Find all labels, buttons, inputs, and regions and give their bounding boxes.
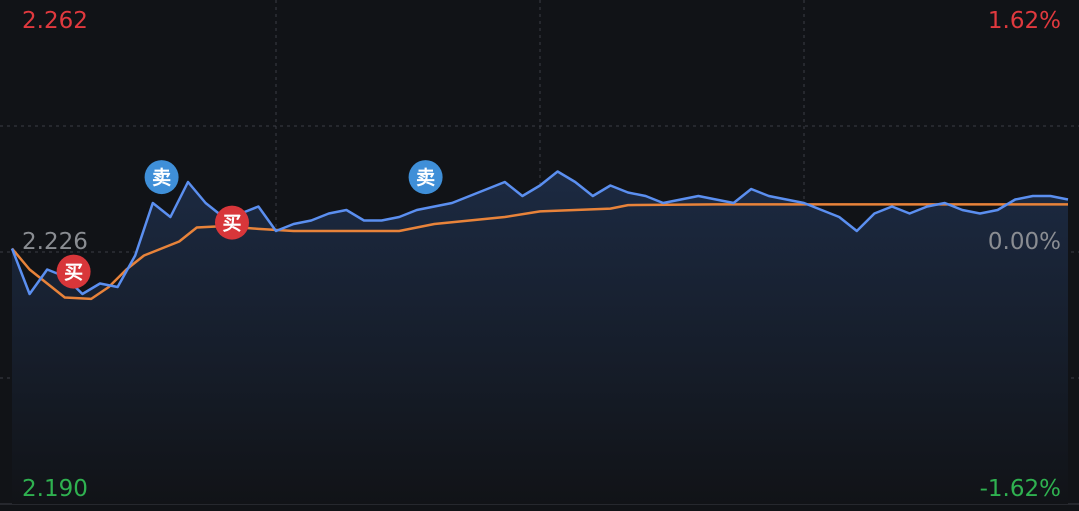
buy-marker-circle bbox=[215, 205, 249, 240]
sell-marker: 卖 bbox=[408, 160, 443, 195]
average-price-line bbox=[11, 203, 1068, 301]
pct-max-label: 1.62% bbox=[987, 8, 1061, 34]
pct-min-label: -1.62% bbox=[979, 476, 1061, 502]
buy-marker-label: 买 bbox=[222, 213, 241, 235]
pct-mid-label: 0.00% bbox=[987, 229, 1061, 255]
buy-marker: 买 bbox=[215, 205, 249, 240]
sell-marker-circle bbox=[408, 160, 443, 195]
sell-marker-label: 卖 bbox=[152, 167, 171, 189]
buy-marker-circle bbox=[56, 254, 91, 289]
sell-marker-circle bbox=[144, 160, 179, 195]
trade-markers: 买 卖买 卖 bbox=[56, 160, 443, 289]
buy-marker-label: 买 bbox=[64, 262, 83, 284]
price-max-label: 2.262 bbox=[22, 8, 88, 34]
price-area-fill bbox=[12, 171, 1068, 504]
price-line bbox=[10, 170, 1069, 296]
buy-marker: 买 bbox=[56, 254, 91, 289]
sell-marker: 卖 bbox=[144, 160, 179, 195]
sell-marker-label: 卖 bbox=[416, 167, 435, 189]
price-mid-label: 2.226 bbox=[22, 229, 88, 255]
price-min-label: 2.190 bbox=[22, 476, 88, 502]
